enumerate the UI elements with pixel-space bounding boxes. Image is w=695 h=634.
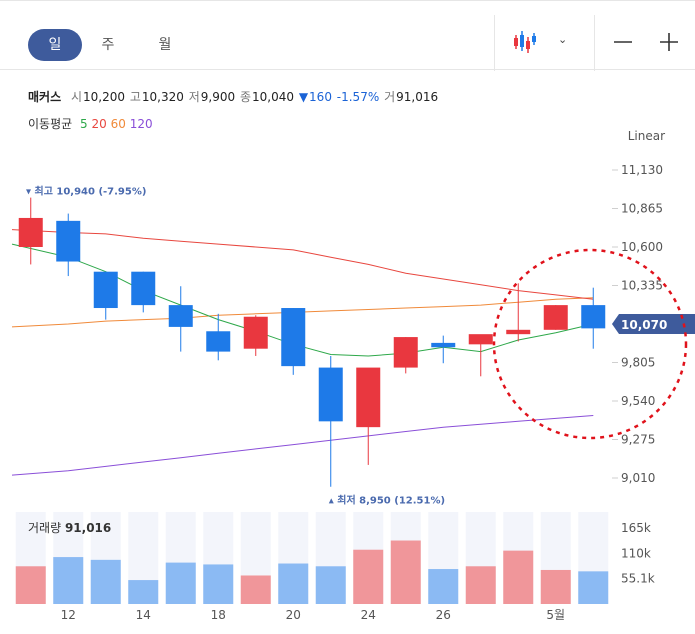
volume-label: 거 [384,90,396,104]
ma-5-line [11,243,594,357]
stock-name: 매커스 [28,90,62,104]
ma-60-label: 60 [110,117,126,131]
candle-body [506,329,531,335]
date-axis-label: 12 [61,608,76,622]
volume-bar [15,566,46,604]
open-value: 10,200 [83,90,125,104]
price-axis-label: 11,130 [621,163,663,177]
date-axis-label: 14 [136,608,151,622]
candle-body [468,334,493,345]
current-price-tag [612,314,695,334]
ma-120-label: 120 [129,117,153,131]
candle-body [281,308,306,367]
volume-bar [390,540,421,604]
zoom-in-button[interactable] [654,27,684,57]
volume-bar [53,557,84,604]
high-label: 고 [129,90,141,104]
volume-axis-label: 55.1k [621,572,655,586]
ma-120-line [11,415,594,476]
change-value: 160 [309,90,332,104]
date-axis-label: 20 [286,608,301,622]
highlight-circle [492,248,688,440]
minus-icon [614,41,632,43]
ma-20-line [11,229,594,300]
scale-type-toggle[interactable]: Linear [627,129,665,143]
candle-body [168,305,193,327]
candlestick-icon [514,31,536,53]
date-axis-label: 26 [436,608,451,622]
candle-body [431,342,456,348]
date-axis-label: 24 [361,608,376,622]
tab-week[interactable]: 주 [101,37,115,53]
volume-title: 거래량 91,016 [28,519,111,536]
candle-body [206,331,231,352]
candle-body [543,305,568,330]
ma-legend-label: 이동평균 [28,117,73,131]
price-axis-label: 9,805 [621,356,655,370]
price-axis-label: 10,600 [621,240,663,254]
chevron-down-icon: ⌄ [558,33,568,46]
volume-bar [128,580,159,604]
current-price-value: 10,070 [621,318,667,332]
price-summary: 매커스 시10,200 고10,320 저9,900 종10,040 ▼160 … [28,88,439,105]
date-axis-label: 5월 [546,608,565,622]
price-axis-label: 9,010 [621,471,655,485]
toolbar-divider [494,15,495,71]
price-axis-label: 10,865 [621,202,663,216]
volume-axis-label: 110k [621,546,651,560]
candle-body [243,316,268,349]
volume-bar [540,569,571,604]
ma-20-label: 20 [91,117,107,131]
period-toolbar: 일 주 월 ⌄ [0,0,695,71]
price-axis-label: 10,335 [621,279,663,293]
volume-bar [578,571,609,604]
volume-title-value: 91,016 [64,521,112,535]
candle-body [393,337,418,368]
close-label: 종 [239,90,251,104]
change-down-icon: ▼ [298,90,309,104]
candle-body [356,367,381,428]
zoom-out-button[interactable] [608,27,638,57]
change-percent: -1.57% [336,90,380,104]
volume-title-label: 거래량 [28,521,62,535]
plus-icon [660,33,678,51]
high-marker-label: ▾ 최고 10,940 (-7.95%) [26,185,146,198]
low-label: 저 [188,90,200,104]
date-axis-label: 18 [211,608,226,622]
volume-bar [315,566,346,604]
volume-bar [278,563,309,604]
candle-body [18,217,43,247]
volume-bar [503,550,534,604]
tab-month[interactable]: 월 [158,37,172,53]
toolbar-divider [594,15,595,71]
chart-type-dropdown[interactable]: ⌄ [506,25,576,59]
candle-body [318,367,343,422]
ma-5-label: 5 [80,117,88,131]
volume-bar [203,564,234,604]
moving-average-legend[interactable]: 이동평균 5 20 60 120 [28,115,153,132]
tab-day[interactable]: 일 [28,29,82,61]
volume-value: 91,016 [396,90,439,104]
candle-body [581,305,606,329]
candle-body [56,220,81,262]
price-axis-label: 9,540 [621,394,655,408]
price-axis-label: 9,275 [621,433,655,447]
volume-bar [353,549,384,604]
candle-body [93,271,118,309]
high-value: 10,320 [141,90,184,104]
volume-axis-label: 165k [621,521,651,535]
candlestick-chart[interactable]: 11,130 10,865 10,600 10,335 10,070 9,805 9,540… [0,140,695,634]
low-marker-label: ▴ 최저 8,950 (12.51%) [329,494,445,507]
low-value: 9,900 [200,90,236,104]
open-label: 시 [70,90,82,104]
volume-bar [240,575,271,604]
volume-bar [165,562,196,604]
volume-bar [465,566,496,604]
ma-60-line [11,297,594,328]
candle-body [131,271,156,306]
volume-bar [428,569,459,604]
volume-bar [90,559,121,604]
close-value: 10,040 [251,90,294,104]
